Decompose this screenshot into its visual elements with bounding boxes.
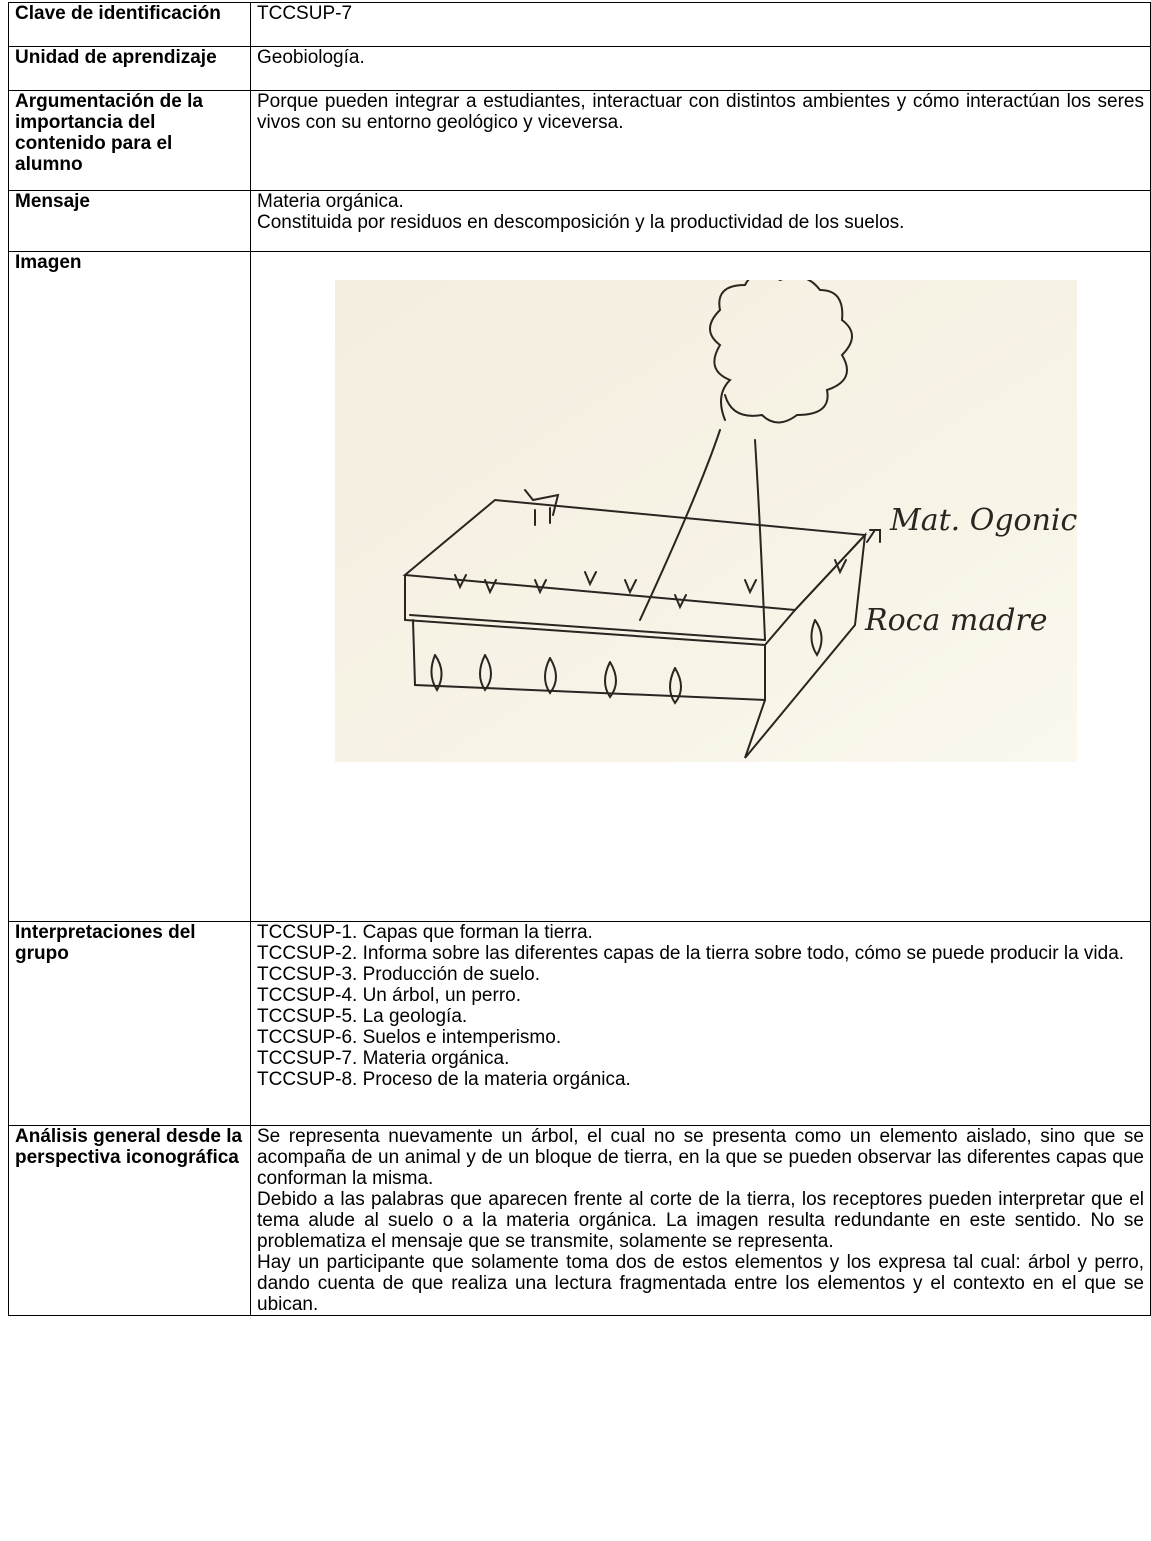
row-content: Geobiología. [250,46,1151,91]
row-label: Interpretaciones del grupo [8,921,251,1126]
content-paragraph: TCCSUP-7 [257,3,353,24]
content-paragraph: TCCSUP-3. Producción de suelo. [257,964,541,985]
row-content: TCCSUP-1. Capas que forman la tierra. TCC… [250,921,1151,1126]
image-annotation: Roca madre [864,603,1048,638]
row-label: Mensaje [8,190,251,252]
content-paragraph: Hay un participante que solamente toma d… [257,1252,1144,1315]
row-content: Materia orgánica. Constituida por residuo… [250,190,1151,252]
content-paragraph: Se representa nuevamente un árbol, el cu… [257,1126,1144,1189]
row-content: Se representa nuevamente un árbol, el cu… [250,1125,1151,1316]
row-label: Imagen [8,251,251,922]
table-row: Imagen Mat. Ogonico Roca madre [8,251,1151,922]
content-paragraph: Porque pueden integrar a estudiantes, in… [257,91,1144,133]
content-paragraph: Constituida por residuos en descomposici… [257,212,905,233]
row-label: Argumentación de la importancia del cont… [8,90,251,191]
content-paragraph: TCCSUP-7. Materia orgánica. [257,1048,510,1069]
row-content: Porque pueden integrar a estudiantes, in… [250,90,1151,191]
row-label: Unidad de aprendizaje [8,46,251,91]
row-content: TCCSUP-7 [250,2,1151,47]
content-paragraph: TCCSUP-4. Un árbol, un perro. [257,985,521,1006]
content-paragraph: Debido a las palabras que aparecen frent… [257,1189,1144,1252]
row-label: Clave de identificación [8,2,251,47]
info-table: Clave de identificación TCCSUP-7 Unidad de… [8,2,1151,1316]
sketch-image: Mat. Ogonico Roca madre [335,280,1077,762]
table-row: Unidad de aprendizaje Geobiología. [8,46,1151,91]
content-paragraph: Materia orgánica. [257,191,404,212]
content-paragraph: TCCSUP-8. Proceso de la materia orgánica… [257,1069,631,1090]
content-paragraph: TCCSUP-6. Suelos e intemperismo. [257,1027,562,1048]
table-row: Mensaje Materia orgánica. Constituida por … [8,190,1151,252]
table-row: Clave de identificación TCCSUP-7 [8,2,1151,47]
content-paragraph: Geobiología. [257,47,365,68]
image-annotation: Mat. Ogonico [889,503,1077,538]
table-row: Interpretaciones del grupo TCCSUP-1. Capa… [8,921,1151,1126]
row-label: Análisis general desde la perspectiva ic… [8,1125,251,1316]
content-paragraph: TCCSUP-1. Capas que forman la tierra. [257,922,593,943]
table-row: Análisis general desde la perspectiva ic… [8,1125,1151,1316]
content-paragraph: TCCSUP-2. Informa sobre las diferentes c… [257,943,1125,964]
content-paragraph: TCCSUP-5. La geología. [257,1006,468,1027]
table-row: Argumentación de la importancia del cont… [8,90,1151,191]
row-content: Mat. Ogonico Roca madre [250,251,1151,922]
